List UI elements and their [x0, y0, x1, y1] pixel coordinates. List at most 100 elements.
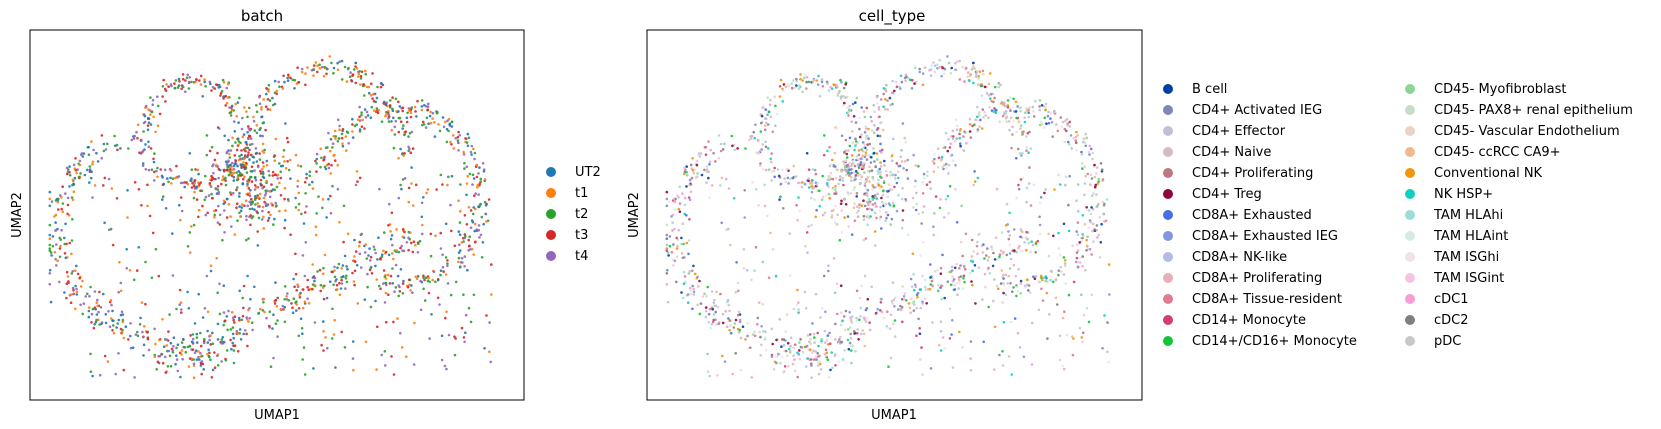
data-point: [441, 183, 444, 186]
data-point: [238, 328, 242, 331]
data-point: [880, 176, 883, 179]
data-point: [124, 325, 128, 329]
data-point: [410, 130, 414, 134]
data-point: [191, 337, 195, 341]
data-point: [799, 77, 802, 81]
data-point: [457, 256, 461, 260]
data-point: [291, 78, 295, 82]
data-point: [68, 173, 72, 177]
data-point: [344, 135, 348, 138]
data-point: [968, 123, 972, 126]
data-point: [380, 82, 383, 85]
data-point: [142, 130, 145, 133]
data-point: [1044, 108, 1047, 111]
data-point: [162, 345, 166, 349]
data-point: [817, 344, 820, 348]
data-point: [1065, 333, 1069, 337]
data-point: [117, 352, 120, 355]
data-point: [186, 345, 190, 349]
data-point: [240, 318, 244, 322]
data-point: [217, 204, 220, 208]
data-point: [895, 85, 899, 89]
data-point: [95, 151, 98, 155]
data-point: [422, 287, 425, 291]
data-point: [187, 307, 191, 310]
data-point: [463, 167, 466, 170]
data-point: [95, 313, 99, 316]
data-point: [1071, 244, 1074, 248]
data-point: [801, 350, 805, 354]
data-point: [318, 63, 321, 66]
data-point: [951, 137, 955, 141]
data-point: [816, 83, 820, 86]
data-point: [369, 116, 373, 119]
data-point: [260, 218, 264, 221]
data-point: [261, 187, 264, 190]
data-point: [407, 135, 410, 138]
data-point: [1013, 317, 1017, 320]
data-point: [700, 173, 704, 177]
data-point: [792, 346, 796, 350]
data-point: [107, 310, 110, 313]
data-point: [336, 163, 340, 167]
data-point: [914, 179, 917, 183]
data-point: [367, 91, 371, 95]
data-point: [763, 336, 767, 340]
data-point: [398, 105, 402, 108]
data-point: [353, 255, 356, 258]
data-point: [833, 354, 836, 358]
data-point: [331, 307, 334, 311]
data-point: [970, 280, 973, 283]
data-point: [721, 148, 725, 151]
data-point: [743, 216, 746, 219]
data-point: [356, 180, 359, 183]
data-point: [720, 176, 724, 180]
data-point: [401, 228, 405, 231]
data-point: [252, 161, 255, 164]
data-point: [1091, 157, 1094, 161]
data-point: [377, 236, 380, 239]
data-point: [1027, 284, 1031, 287]
data-point: [998, 253, 1002, 256]
data-point: [256, 230, 260, 233]
data-point: [456, 135, 460, 139]
data-point: [971, 260, 975, 263]
data-point: [682, 166, 686, 170]
data-point: [954, 163, 957, 167]
data-point: [1014, 110, 1018, 113]
data-point: [734, 290, 738, 294]
data-point: [906, 158, 909, 162]
data-point: [340, 136, 344, 140]
data-point: [838, 336, 842, 339]
data-point: [284, 122, 287, 125]
data-point: [1047, 254, 1051, 258]
data-point: [188, 152, 192, 155]
data-point: [1008, 234, 1012, 237]
data-point: [345, 149, 348, 152]
data-point: [48, 233, 52, 237]
data-point: [910, 297, 913, 301]
data-point: [444, 316, 447, 320]
data-point: [692, 290, 696, 294]
data-point: [889, 313, 893, 317]
data-point: [397, 156, 400, 160]
data-point: [936, 67, 939, 70]
data-point: [216, 364, 220, 367]
data-point: [686, 173, 689, 177]
data-point: [1019, 292, 1022, 295]
data-point: [890, 154, 894, 157]
data-point: [231, 172, 234, 176]
data-point: [735, 261, 738, 264]
data-point: [409, 115, 413, 119]
data-point: [247, 137, 250, 141]
data-point: [987, 266, 990, 270]
data-point: [141, 162, 145, 165]
data-point: [275, 185, 279, 189]
data-point: [156, 166, 159, 170]
data-point: [1041, 278, 1044, 282]
data-point: [902, 295, 906, 298]
data-point: [1072, 137, 1075, 140]
data-point: [980, 127, 984, 130]
data-point: [169, 341, 173, 345]
